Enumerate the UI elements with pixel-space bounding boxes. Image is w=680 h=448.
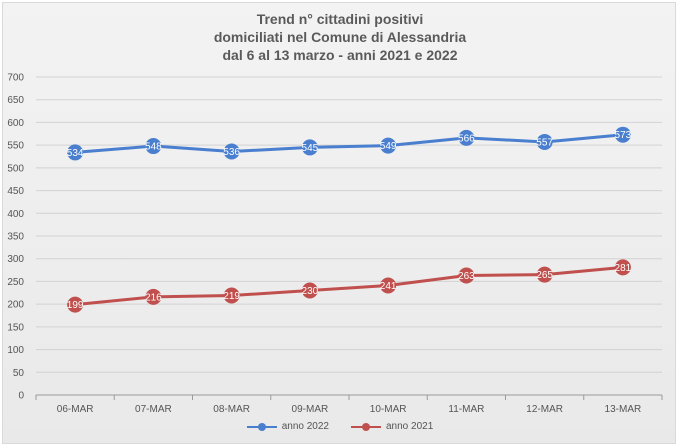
data-label: 263 (458, 271, 475, 282)
data-label: 265 (536, 270, 553, 281)
data-point (223, 287, 240, 304)
data-point (301, 139, 318, 156)
y-tick-label: 500 (7, 163, 24, 174)
data-point (614, 259, 631, 276)
data-point (614, 126, 631, 143)
data-label: 549 (380, 141, 397, 152)
x-tick-label: 12-MAR (526, 404, 563, 415)
data-point (223, 143, 240, 160)
data-label: 199 (67, 300, 84, 311)
data-point (536, 133, 553, 150)
legend-marker-2021 (351, 422, 381, 431)
data-point (458, 129, 475, 146)
data-point (145, 288, 162, 305)
y-tick-label: 100 (7, 345, 24, 356)
data-label: 545 (302, 143, 319, 154)
chart-title-line-2: domiciliati nel Comune di Alessandria (213, 29, 467, 45)
data-point (67, 144, 84, 161)
data-point (380, 137, 397, 154)
data-label: 557 (536, 137, 553, 148)
data-point (67, 296, 84, 313)
x-tick-label: 11-MAR (448, 404, 484, 415)
series-line-0 (75, 133, 624, 154)
data-point (380, 277, 397, 294)
data-point (145, 138, 162, 155)
y-tick-label: 650 (7, 95, 24, 106)
data-label: 216 (145, 292, 162, 303)
y-tick-label: 450 (7, 186, 24, 197)
y-tick-label: 0 (18, 391, 24, 402)
data-label: 566 (458, 133, 475, 144)
y-tick-label: 700 (7, 73, 24, 84)
data-point (301, 282, 318, 299)
data-label: 219 (223, 291, 240, 302)
data-label: 534 (67, 148, 84, 159)
x-tick-label: 07-MAR (135, 404, 172, 415)
data-label: 536 (223, 147, 240, 158)
chart-frame (2, 2, 676, 444)
chart-legend: anno 2022 anno 2021 (0, 421, 680, 432)
data-label: 241 (380, 281, 397, 292)
y-tick-label: 600 (7, 118, 24, 129)
data-label: 573 (615, 130, 632, 141)
legend-label-2021: anno 2021 (386, 421, 434, 432)
x-tick-label: 09-MAR (292, 404, 329, 415)
chart-title: Trend n° cittadini positivi domiciliati … (0, 10, 680, 64)
data-label: 230 (302, 286, 319, 297)
y-tick-label: 200 (7, 300, 24, 311)
y-tick-label: 50 (13, 368, 25, 379)
y-tick-label: 250 (7, 277, 24, 288)
x-tick-label: 10-MAR (370, 404, 407, 415)
x-tick-label: 13-MAR (605, 404, 642, 415)
data-point (458, 267, 475, 284)
legend-item-2022: anno 2022 (246, 421, 329, 432)
x-tick-label: 06-MAR (57, 404, 94, 415)
legend-marker-2022 (246, 422, 277, 431)
data-label: 281 (615, 263, 632, 274)
chart-title-line-3: dal 6 al 13 marzo - anni 2021 e 2022 (222, 47, 458, 63)
legend-label-2022: anno 2022 (281, 421, 329, 432)
y-tick-label: 150 (7, 322, 24, 333)
x-tick-label: 08-MAR (213, 404, 250, 415)
y-tick-label: 550 (7, 141, 24, 152)
data-point (536, 266, 553, 283)
y-tick-label: 350 (7, 232, 24, 243)
y-tick-label: 300 (7, 254, 24, 265)
legend-item-2021: anno 2021 (351, 421, 433, 432)
data-label: 548 (145, 142, 162, 153)
y-tick-label: 400 (7, 209, 24, 220)
series-line-1 (74, 265, 624, 307)
chart-title-line-1: Trend n° cittadini positivi (256, 11, 424, 27)
